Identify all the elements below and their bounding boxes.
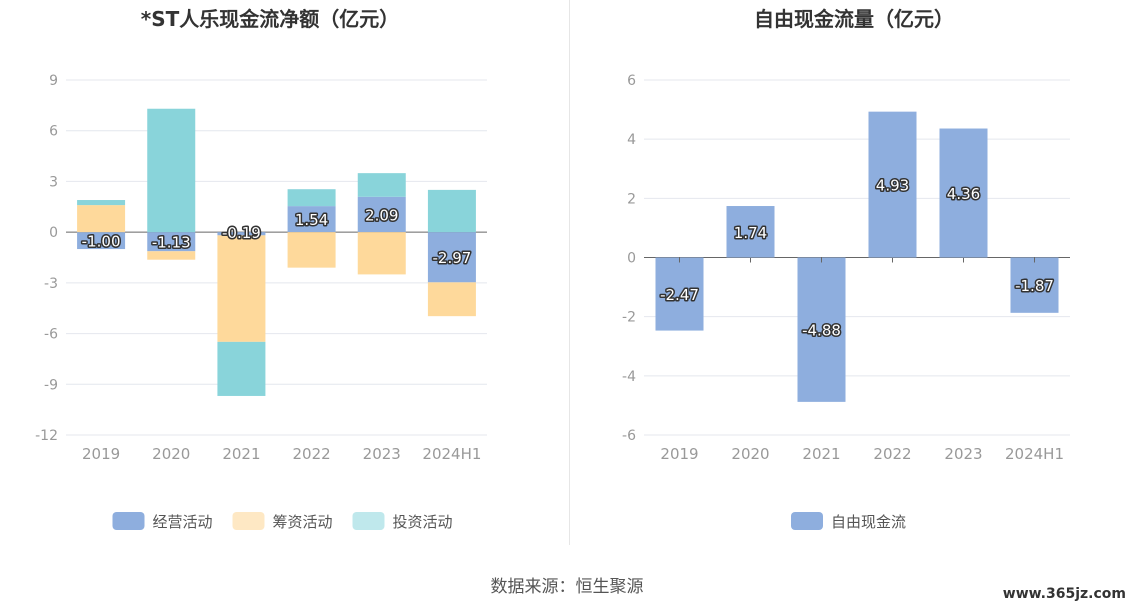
legend-swatch-自由现金流 [791,512,823,530]
bar-投资活动-2023 [357,173,406,197]
data-label: -0.19 [222,224,261,242]
panel-divider [569,0,570,545]
x-tick-label: 2019 [660,445,698,463]
bar-筹资活动-2022 [287,232,336,268]
bar-自由现金流-2024H1 [1010,257,1059,313]
data-label: -2.47 [660,286,699,304]
bar-经营活动-2024H1 [427,232,476,283]
legend-label: 筹资活动 [273,513,333,531]
data-label: 4.36 [947,185,980,203]
data-label: 1.54 [295,211,328,229]
data-label: 2.09 [365,206,398,224]
legend-swatch-筹资活动 [232,512,265,530]
data-label: -2.97 [433,249,472,267]
x-tick-label: 2019 [82,445,120,463]
y-tick-label: -2 [622,310,636,326]
bar-投资活动-2020 [147,108,196,233]
x-tick-label: 2020 [152,445,190,463]
legend-swatch-投资活动 [352,512,385,530]
data-label: -4.88 [802,322,841,340]
bar-自由现金流-2021 [797,257,846,402]
bar-筹资活动-2024H1 [427,282,476,317]
x-tick-label: 2024H1 [422,445,481,463]
bar-自由现金流-2022 [868,111,917,258]
y-tick-label: 4 [627,132,636,148]
x-tick-label: 2021 [802,445,840,463]
bar-经营活动-2023 [357,196,406,233]
watermark: www.365jz.com [1002,586,1126,602]
y-tick-label: -6 [44,327,58,343]
bar-投资活动-2024H1 [427,189,476,233]
x-tick-label: 2022 [292,445,330,463]
y-tick-label: 6 [49,124,58,140]
bar-经营活动-2020 [147,232,196,252]
bar-经营活动-2022 [287,206,336,233]
bar-筹资活动-2020 [147,251,196,260]
data-label: -1.87 [1015,277,1054,295]
y-tick-label: 9 [49,73,58,89]
bar-投资活动-2021 [217,341,266,396]
y-tick-label: 2 [627,191,636,207]
bar-自由现金流-2019 [655,257,704,331]
data-source: 数据来源：恒生聚源 [490,577,644,597]
chart-title: *ST人乐现金流净额（亿元） [141,7,400,31]
x-tick-label: 2024H1 [1005,445,1064,463]
y-tick-label: 0 [627,251,636,267]
y-tick-label: -12 [35,428,58,444]
y-tick-label: -9 [44,377,58,393]
bar-自由现金流-2023 [939,128,988,258]
y-tick-label: 0 [49,225,58,241]
legend-swatch-经营活动 [112,512,145,530]
x-tick-label: 2020 [731,445,769,463]
bar-投资活动-2022 [287,189,336,207]
legend-label: 经营活动 [153,513,213,531]
legend-label: 投资活动 [393,513,453,531]
chart-title: 自由现金流量（亿元） [754,7,954,31]
bar-筹资活动-2023 [357,232,406,275]
legend-label: 自由现金流 [831,513,906,531]
y-tick-label: -6 [622,428,636,444]
x-tick-label: 2023 [363,445,401,463]
y-tick-label: 6 [627,73,636,89]
x-tick-label: 2021 [222,445,260,463]
data-label: 1.74 [734,224,767,242]
bar-筹资活动-2019 [77,205,126,233]
bar-经营活动-2019 [77,232,126,250]
data-label: 4.93 [876,177,909,195]
x-tick-label: 2023 [944,445,982,463]
y-tick-label: -3 [44,276,58,292]
bar-自由现金流-2020 [726,206,775,258]
cash-flow-net-chart: *ST人乐现金流净额（亿元） 9 6 3 0 -3 -6 -9 -12 -1.00 -1.13 -0.… [35,7,487,531]
y-tick-label: 3 [49,174,58,190]
x-tick-label: 2022 [873,445,911,463]
bar-经营活动-2021 [217,232,266,236]
bar-筹资活动-2021 [217,235,266,342]
bar-投资活动-2019 [77,200,126,206]
data-label: -1.13 [152,234,191,252]
data-label: -1.00 [82,233,121,251]
free-cash-flow-chart: 自由现金流量（亿元） 6 4 2 0 -2 -4 -6 -2.47 1.74 -4.88 4.93 4.… [622,7,1070,531]
y-tick-label: -4 [622,369,636,385]
